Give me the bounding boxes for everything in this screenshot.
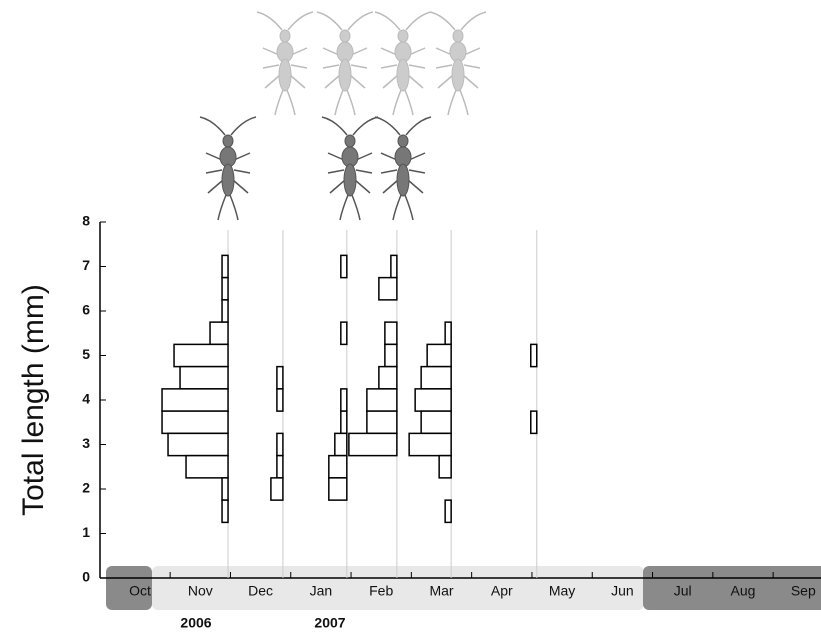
x-tick-label: Apr	[491, 583, 513, 599]
bar	[341, 389, 347, 411]
y-tick-label: 6	[82, 302, 90, 318]
bar	[379, 367, 397, 389]
x-tick-label: Sep	[791, 583, 816, 599]
bar	[531, 344, 537, 366]
bar	[210, 322, 228, 344]
insect-icon	[200, 117, 256, 220]
x-tick-label: Jan	[310, 583, 333, 599]
x-tick-label: Feb	[369, 583, 393, 599]
bar	[367, 411, 397, 433]
y-axis-label: Total length (mm)	[17, 284, 50, 516]
bar	[168, 433, 228, 455]
bar	[341, 322, 347, 344]
bar	[222, 278, 228, 300]
insect-icon	[257, 12, 313, 115]
bar	[415, 389, 451, 411]
chart: Total length (mm) 0 1 2 3 4 5 6 7 8 Oct Nov Dec Jan F…	[0, 0, 821, 634]
bar	[162, 389, 228, 411]
bar	[277, 389, 283, 411]
bar	[186, 456, 228, 478]
insect-icon	[375, 12, 431, 115]
x-tick-label: Nov	[188, 583, 213, 599]
bar	[222, 300, 228, 322]
bar	[222, 500, 228, 522]
y-tick-label: 2	[82, 480, 90, 496]
bar	[271, 478, 283, 500]
bar	[427, 344, 451, 366]
bar	[335, 433, 347, 455]
bar	[180, 367, 228, 389]
bar	[277, 456, 283, 478]
y-tick-label: 8	[82, 213, 90, 229]
y-tick-label: 1	[82, 524, 90, 540]
bar	[421, 367, 451, 389]
bar	[379, 278, 397, 300]
year-label: 2006	[180, 615, 211, 631]
bar	[409, 433, 451, 455]
x-tick-label: Jul	[674, 583, 692, 599]
insect-icon	[322, 117, 378, 220]
y-tick-label: 3	[82, 435, 90, 451]
bar	[421, 411, 451, 433]
bar	[222, 255, 228, 277]
y-tick-label: 7	[82, 257, 90, 273]
insect-icon	[317, 12, 373, 115]
bar	[277, 367, 283, 389]
year-label: 2007	[314, 615, 345, 631]
x-tick-label: Mar	[429, 583, 453, 599]
bar	[162, 411, 228, 433]
bar	[329, 478, 347, 500]
bar	[341, 255, 347, 277]
bar	[349, 433, 397, 455]
bar	[531, 411, 537, 433]
x-tick-label: Jun	[611, 583, 634, 599]
bar	[341, 411, 347, 433]
x-tick-label: May	[549, 583, 575, 599]
x-tick-label: Oct	[129, 583, 151, 599]
bar	[439, 456, 451, 478]
y-tick-label: 0	[82, 569, 90, 585]
bar	[385, 322, 397, 344]
y-tick-label: 5	[82, 346, 90, 362]
bar	[222, 478, 228, 500]
insect-icon	[375, 117, 431, 220]
y-tick-label: 4	[82, 391, 90, 407]
insect-icon	[430, 12, 486, 115]
bar	[277, 433, 283, 455]
bar	[391, 255, 397, 277]
bar	[329, 456, 347, 478]
bar	[445, 500, 451, 522]
x-tick-label: Dec	[248, 583, 273, 599]
bar	[445, 322, 451, 344]
bar	[385, 344, 397, 366]
x-tick-label: Aug	[731, 583, 756, 599]
insect-icons	[200, 12, 486, 220]
bar	[367, 389, 397, 411]
bar	[174, 344, 228, 366]
